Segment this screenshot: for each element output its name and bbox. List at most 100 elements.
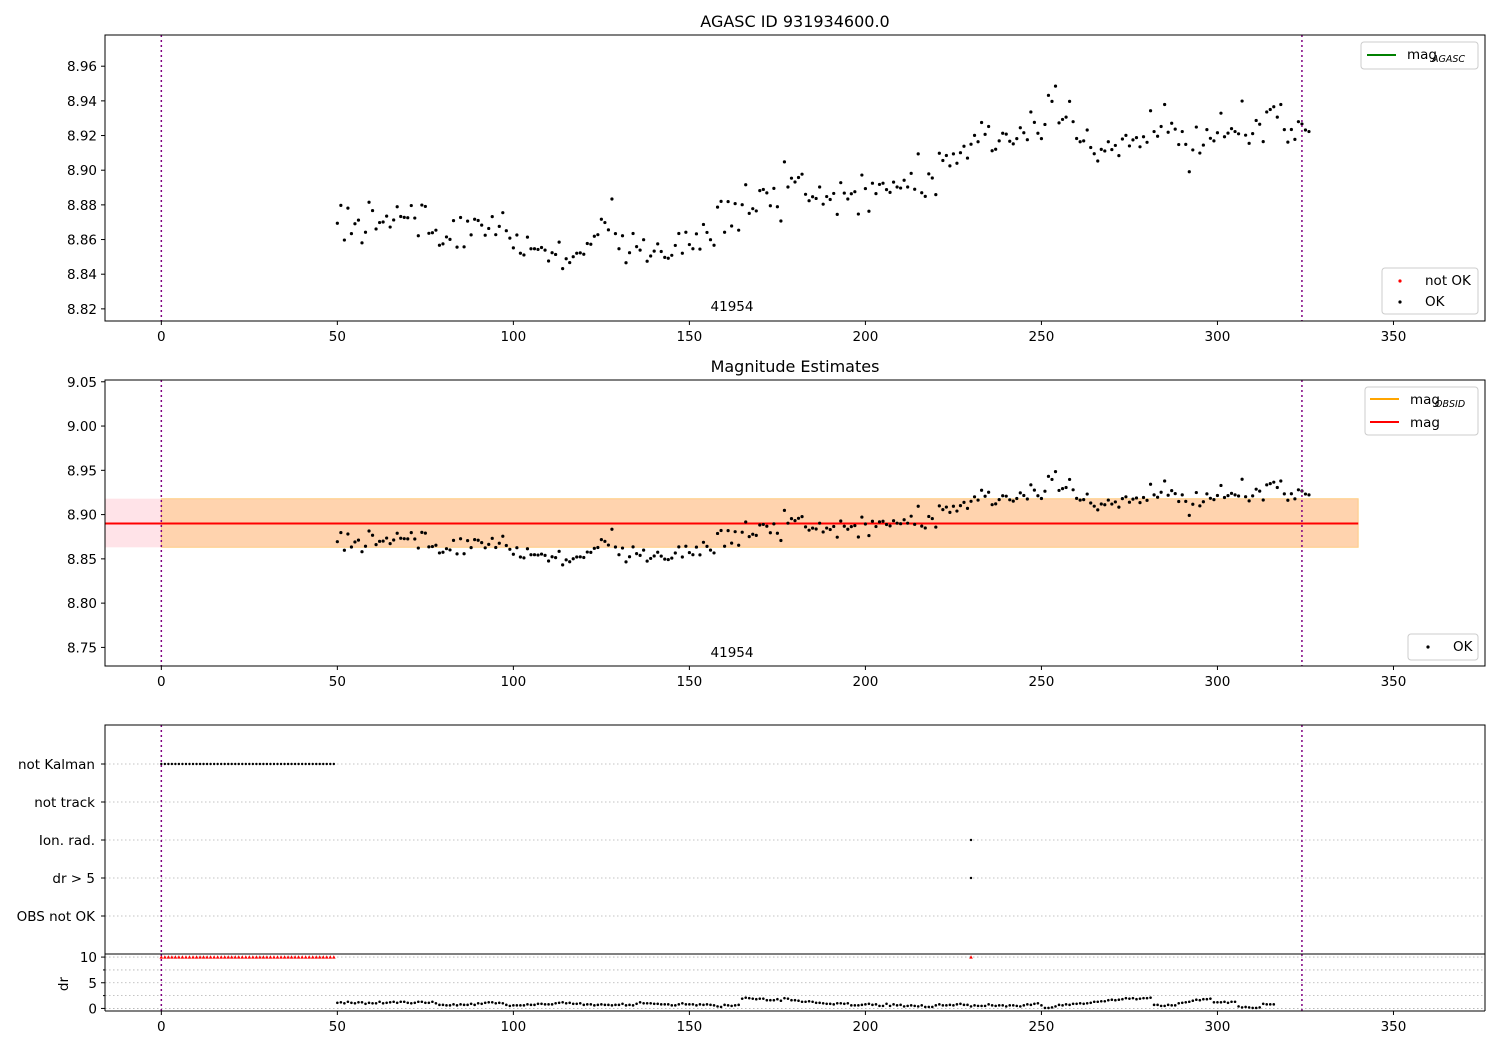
ok-point (874, 192, 878, 196)
dr-point (557, 1001, 561, 1005)
dr-point (1268, 1003, 1272, 1006)
ok-point (867, 533, 871, 538)
dr-point (723, 1003, 726, 1007)
ok-point (1078, 140, 1082, 144)
ok-point (1152, 129, 1156, 134)
ok-point (1096, 508, 1100, 512)
ok-point (610, 197, 614, 201)
ok-point (1258, 122, 1262, 126)
flag-point (230, 762, 233, 766)
dr-clipped-marker (215, 955, 220, 959)
ok-point (353, 540, 357, 544)
dr-point (790, 998, 793, 1002)
ok-point (1071, 120, 1075, 124)
panel1-axes (104, 34, 1486, 322)
panel2-ytick-label: 9.00 (67, 419, 97, 435)
ok-point (1148, 482, 1153, 486)
ok-point (737, 543, 741, 547)
ok-point (1219, 111, 1223, 115)
ok-point (642, 238, 646, 242)
ok-point (455, 552, 459, 556)
ok-point (853, 190, 857, 194)
ok-point (1286, 140, 1290, 144)
dr-point (346, 1000, 350, 1004)
dr-point (867, 1002, 871, 1006)
ok-point (951, 504, 956, 508)
flag-point (177, 762, 181, 766)
ok-point (1261, 498, 1265, 502)
flag-point (307, 762, 311, 766)
ok-point (694, 545, 699, 549)
ok-point (652, 554, 656, 558)
ok-point (997, 498, 1001, 502)
dr-point (881, 1004, 885, 1008)
ok-point (1032, 120, 1036, 124)
ok-point (1300, 122, 1304, 126)
dr-point (716, 1005, 719, 1008)
dr-point (413, 1001, 417, 1005)
ok-point (694, 232, 699, 236)
ok-point (1187, 170, 1191, 174)
ok-point (444, 547, 449, 551)
ok-point (761, 187, 765, 192)
ok-point (1082, 139, 1086, 143)
dr-point (1110, 998, 1114, 1002)
dr-clipped-marker (300, 955, 304, 959)
dr-clipped-marker (307, 955, 311, 959)
dr-point (526, 1003, 529, 1006)
flag-point (262, 762, 265, 766)
dr-point (1247, 1006, 1251, 1009)
dr-point (392, 1000, 395, 1004)
ok-point (624, 560, 628, 564)
dr-clipped-marker (212, 955, 216, 959)
ok-point (367, 529, 371, 533)
dr-clipped-marker (254, 955, 259, 959)
ok-point (1036, 131, 1040, 135)
dr-point (1057, 1003, 1061, 1007)
ok-point (835, 212, 839, 216)
panel1-ytick-label: 8.92 (67, 129, 97, 145)
dr-point (501, 1001, 505, 1005)
panel1-legend-points: not OK OK (1381, 267, 1479, 315)
ok-point (1303, 492, 1308, 496)
ok-point (698, 247, 702, 251)
ok-point (1275, 485, 1279, 490)
dr-point (1184, 1000, 1188, 1004)
ok-point (712, 243, 716, 247)
flag-point (290, 762, 293, 766)
dr-point (642, 1001, 645, 1005)
ok-point (392, 218, 396, 222)
ok-point (1011, 142, 1015, 146)
ok-point (965, 156, 970, 160)
ok-point (1229, 491, 1234, 495)
panel2-xtick-label: 0 (157, 674, 166, 690)
ok-point (768, 204, 772, 208)
dr-point (1156, 1003, 1159, 1007)
ok-point (1173, 492, 1177, 496)
ok-point (687, 550, 691, 555)
ok-point (356, 218, 361, 222)
dr-point (941, 1004, 945, 1007)
ok-point (441, 550, 445, 554)
flag-point (198, 762, 202, 766)
panel1-ytick-label: 8.94 (67, 94, 97, 110)
ok-point (473, 217, 477, 221)
ok-point (536, 247, 540, 252)
ok-point (339, 203, 343, 207)
ok-point (818, 185, 822, 189)
panel4-xtick-label: 50 (329, 1019, 346, 1035)
ok-point (649, 556, 653, 561)
dr-point (702, 1003, 705, 1007)
dr-point (804, 1000, 807, 1004)
ok-point (955, 161, 959, 165)
dr-point (839, 1001, 843, 1005)
ok-point (1226, 494, 1230, 498)
dr-point (494, 1001, 498, 1005)
ok-point (927, 172, 931, 176)
dr-point (1163, 1004, 1166, 1008)
dr-clipped-marker (166, 955, 171, 959)
dr-point (973, 1004, 976, 1007)
dr-point (339, 1000, 343, 1004)
ok-point (677, 545, 681, 549)
ok-point (1173, 127, 1177, 131)
